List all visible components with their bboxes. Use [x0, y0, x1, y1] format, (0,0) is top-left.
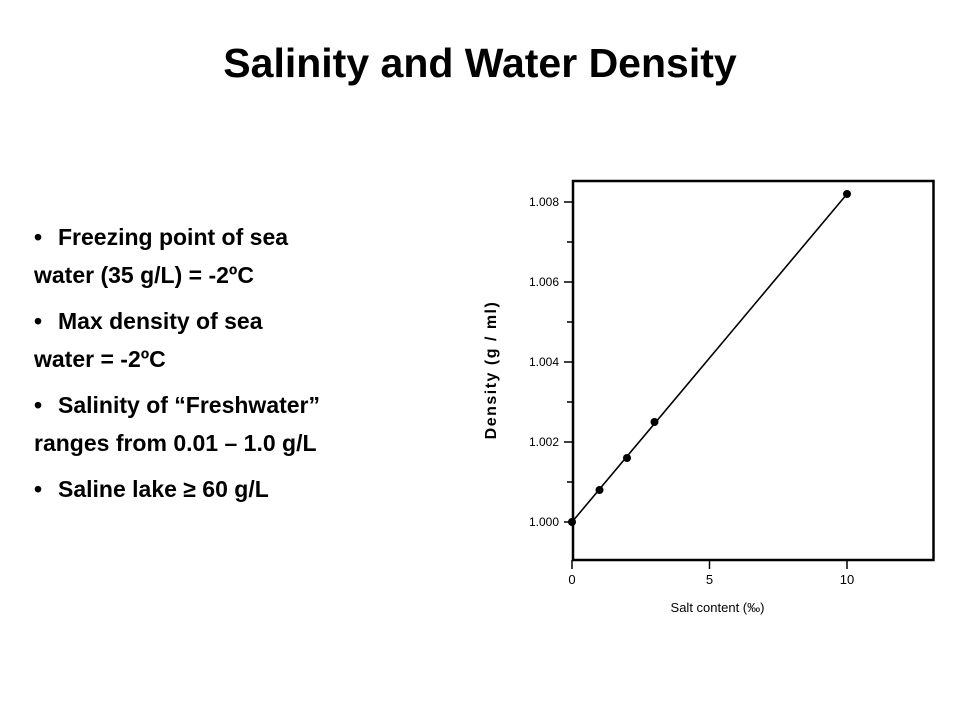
- density-chart: 1.000 1.002 1.004 1.006 1.008 0 5 10 Salt conten…: [529, 179, 935, 615]
- x-tick-label: 0: [568, 572, 575, 587]
- y-axis-label-container: Density (g / ml): [477, 250, 507, 490]
- bullet-text-line2: ranges from 0.01 – 1.0 g/L: [34, 430, 317, 456]
- y-tick-label: 1.002: [529, 435, 559, 449]
- slide-title: Salinity and Water Density: [223, 40, 737, 86]
- x-tick-label: 5: [706, 572, 713, 587]
- y-tick-label: 1.004: [529, 355, 559, 369]
- bullet-item: • Saline lake ≥ 60 g/L: [34, 470, 454, 508]
- y-axis-label: Density (g / ml): [483, 300, 500, 440]
- plot-frame: [571, 179, 935, 562]
- bullet-item: • Max density of sea water = -2ºC: [34, 302, 454, 378]
- bullet-text-line1: Freezing point of sea: [58, 224, 289, 250]
- data-point: [843, 190, 851, 198]
- bullet-text-line2: water (35 g/L) = -2ºC: [34, 262, 254, 288]
- bullet-text-line1: Saline lake ≥ 60 g/L: [58, 476, 269, 502]
- y-tick-label: 1.000: [529, 515, 559, 529]
- data-point: [623, 454, 631, 462]
- x-tick-label: 10: [840, 572, 854, 587]
- trend-line: [571, 193, 848, 523]
- bullet-icon: •: [34, 392, 43, 418]
- bullet-item: • Salinity of “Freshwater” ranges from 0.…: [34, 386, 454, 462]
- data-point: [568, 518, 576, 526]
- bullet-icon: •: [34, 476, 43, 502]
- data-point: [650, 418, 659, 426]
- data-point: [595, 486, 604, 494]
- bullet-icon: •: [34, 224, 43, 250]
- bullet-text-line1: Max density of sea: [58, 308, 263, 334]
- x-axis-label: Salt content (‰): [671, 600, 765, 615]
- bullet-text-line1: Salinity of “Freshwater”: [58, 392, 321, 418]
- bullet-list: • Freezing point of sea water (35 g/L) = …: [34, 218, 454, 508]
- bullet-icon: •: [34, 308, 43, 334]
- y-tick-label: 1.008: [529, 195, 559, 209]
- bullet-text-line2: water = -2ºC: [34, 346, 166, 372]
- y-tick-label: 1.006: [529, 275, 559, 289]
- bullet-item: • Freezing point of sea water (35 g/L) = …: [34, 218, 454, 294]
